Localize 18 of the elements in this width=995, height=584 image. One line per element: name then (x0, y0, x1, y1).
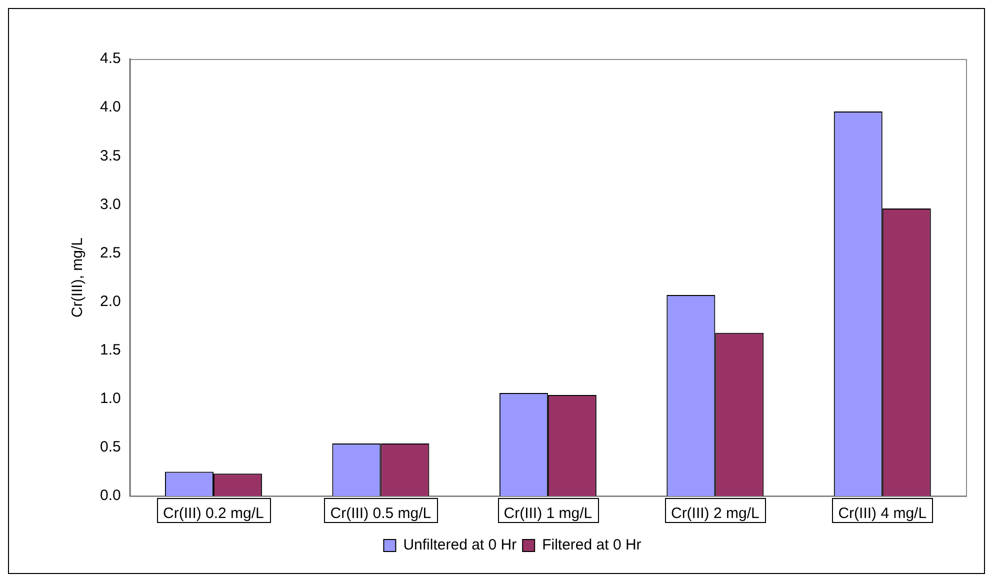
legend-label: Unfiltered at 0 Hr (403, 536, 517, 554)
y-tick-label: 0.0 (100, 487, 121, 504)
x-tick-label: Cr(III) 4 mg/L (838, 505, 927, 522)
y-tick-label: 1.0 (100, 390, 121, 408)
x-tick-label: Cr(III) 0.5 mg/L (330, 505, 432, 522)
x-tick-label: Cr(III) 2 mg/L (670, 505, 760, 522)
y-tick-label: 2.5 (100, 244, 121, 262)
y-tick-label: 3.0 (100, 196, 121, 213)
y-tick-label: 1.5 (100, 341, 121, 358)
y-tick-label: 2.0 (100, 292, 121, 310)
y-tick-label: 4.0 (100, 98, 121, 116)
y-tick-label: 4.5 (100, 50, 121, 68)
y-tick-label: 0.5 (100, 438, 121, 456)
y-tick-label: 3.5 (100, 147, 121, 164)
legend-label: Filtered at 0 Hr (542, 536, 642, 554)
y-axis-title: Cr(III), mg/L (69, 237, 86, 318)
x-tick-label: Cr(III) 1 mg/L (504, 505, 592, 522)
x-tick-label: Cr(III) 0.2 mg/L (163, 505, 264, 522)
